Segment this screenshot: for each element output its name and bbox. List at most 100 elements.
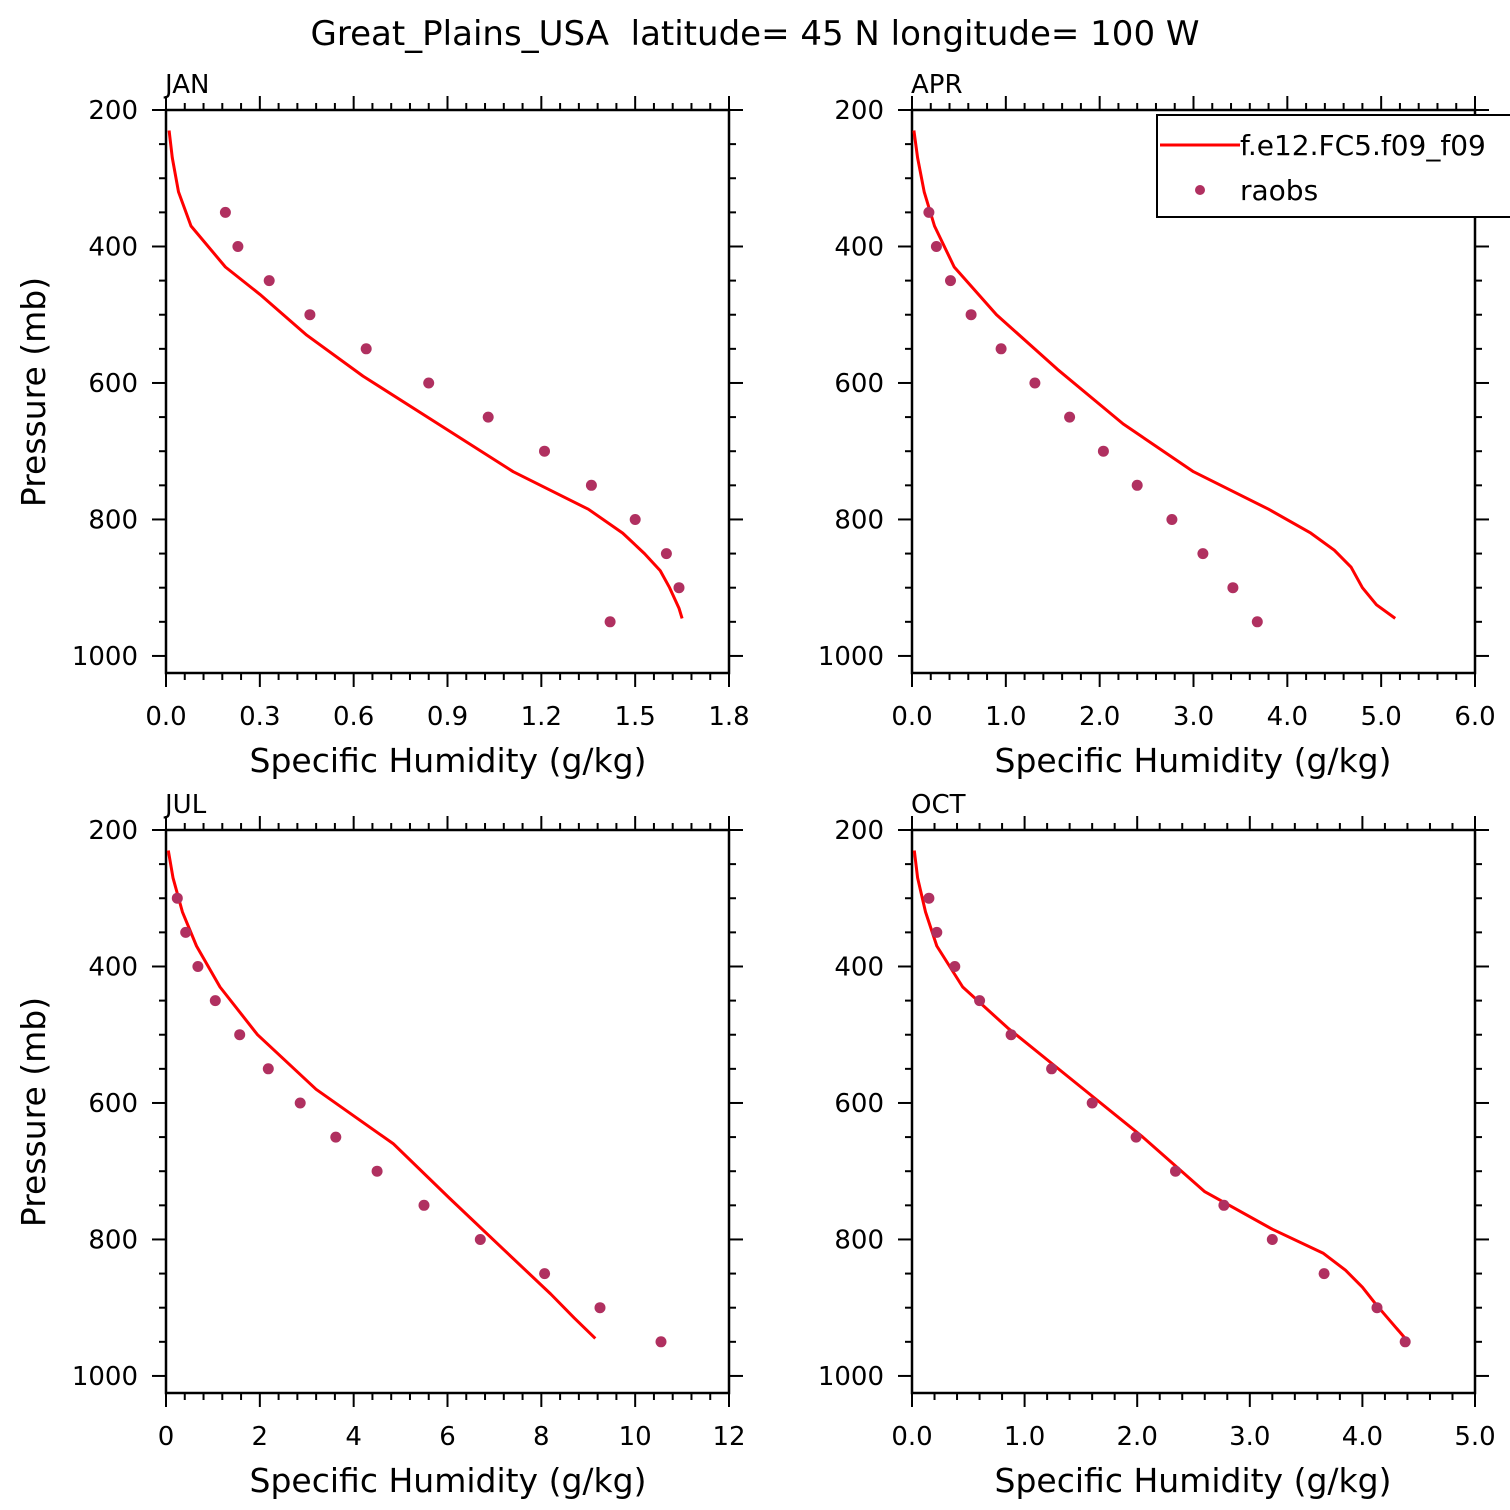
panel-oct: OCT 0.0 1.0 2.0 3.0 4.0 5.0 200 400 600 800 1000 S… <box>818 790 1496 1500</box>
panel-jul: JUL 0 2 4 6 8 10 12 200 400 600 800 1000 Specific H… <box>14 790 746 1500</box>
y-tick-label: 600 <box>88 369 138 399</box>
legend-obs-marker <box>1195 185 1205 195</box>
raobs-point <box>1218 1199 1230 1211</box>
x-tick-label: 3.0 <box>1173 702 1214 732</box>
raobs-point <box>180 926 192 938</box>
raobs-point <box>1005 1029 1017 1041</box>
raobs-point <box>655 1336 667 1348</box>
x-tick-label: 0 <box>158 1422 175 1452</box>
y-tick-label: 1000 <box>72 642 138 672</box>
x-tick-label: 0.3 <box>239 702 280 732</box>
raobs-point <box>594 1302 606 1314</box>
panel-apr: APR 0.0 1.0 2.0 3.0 4.0 5.0 6.0 200 400 600 800 100… <box>818 70 1510 780</box>
x-tick-label: 0.9 <box>427 702 468 732</box>
figure-title: Great_Plains_USA latitude= 45 N longitud… <box>311 14 1200 54</box>
y-tick-label: 1000 <box>818 642 884 672</box>
raobs-point <box>234 1029 246 1041</box>
raobs-point <box>1046 1063 1058 1075</box>
x-axis-label: Specific Humidity (g/kg) <box>995 741 1392 780</box>
raobs-point <box>294 1097 306 1109</box>
y-tick-label: 400 <box>834 952 884 982</box>
x-axis-label: Specific Humidity (g/kg) <box>250 1461 647 1500</box>
legend-obs-label: raobs <box>1240 174 1318 207</box>
panel-label: JAN <box>163 70 209 100</box>
raobs-point <box>931 926 943 938</box>
raobs-point <box>1131 479 1143 491</box>
raobs-point <box>1266 1234 1278 1245</box>
x-axis-label: Specific Humidity (g/kg) <box>995 1461 1392 1500</box>
raobs-point <box>923 892 935 904</box>
x-tick-label: 1.0 <box>985 702 1026 732</box>
x-tick-label: 0.0 <box>891 1422 932 1452</box>
panel-content: 0.0 1.0 2.0 3.0 4.0 5.0 6.0 200 400 600 800 1000 <box>818 96 1496 732</box>
model-profile-line <box>166 850 597 1340</box>
y-axis-label: Pressure (mb) <box>14 277 53 507</box>
x-tick-label: 3.0 <box>1229 1422 1270 1452</box>
y-tick-label: 200 <box>88 816 138 846</box>
raobs-point <box>423 377 435 389</box>
x-tick-label: 6 <box>439 1422 456 1452</box>
y-tick-label: 800 <box>88 1225 138 1255</box>
y-tick-label: 400 <box>88 232 138 262</box>
raobs-point <box>1318 1268 1330 1280</box>
y-axis-label: Pressure (mb) <box>14 997 53 1227</box>
raobs-point <box>418 1199 430 1211</box>
y-tick-label: 800 <box>834 1225 884 1255</box>
y-tick-label: 1000 <box>72 1362 138 1392</box>
raobs-point <box>1371 1302 1383 1314</box>
model-profile-line <box>912 850 1407 1340</box>
y-tick-label: 600 <box>834 369 884 399</box>
panel-jan: JAN 0.0 0.3 0.6 0.9 1.2 1.5 1.8 200 400 600 800 100… <box>14 70 750 780</box>
raobs-point <box>474 1234 486 1245</box>
x-tick-label: 2 <box>252 1422 269 1452</box>
x-tick-label: 1.0 <box>1004 1422 1045 1452</box>
raobs-point <box>360 343 372 355</box>
raobs-point <box>1166 514 1178 525</box>
x-tick-label: 6.0 <box>1454 702 1495 732</box>
panel-content: 0 2 4 6 8 10 12 200 400 600 800 1000 <box>72 816 746 1452</box>
x-tick-label: 8 <box>533 1422 550 1452</box>
x-axis-label: Specific Humidity (g/kg) <box>250 741 647 780</box>
x-tick-label: 10 <box>619 1422 652 1452</box>
x-tick-label: 4.0 <box>1342 1422 1383 1452</box>
raobs-point <box>330 1131 342 1143</box>
panel-content: 0.0 0.3 0.6 0.9 1.2 1.5 1.8 200 400 600 800 1000 <box>72 96 750 732</box>
x-tick-label: 2.0 <box>1079 702 1120 732</box>
raobs-point <box>965 309 977 321</box>
raobs-point <box>1399 1336 1411 1348</box>
legend-box <box>1156 114 1510 218</box>
x-tick-label: 1.2 <box>521 702 562 732</box>
x-tick-label: 0.0 <box>891 702 932 732</box>
raobs-point <box>1130 1131 1142 1143</box>
raobs-point <box>923 206 935 218</box>
panel-label: APR <box>911 70 963 100</box>
raobs-point <box>482 411 494 423</box>
x-tick-label: 12 <box>712 1422 745 1452</box>
plot-frame <box>164 108 731 675</box>
raobs-point <box>1097 445 1109 457</box>
x-tick-label: 1.8 <box>708 702 749 732</box>
y-tick-label: 400 <box>88 952 138 982</box>
raobs-point <box>539 445 550 457</box>
plot-frame <box>164 828 731 1395</box>
legend-model-label: f.e12.FC5.f09_f09 <box>1240 129 1486 162</box>
y-tick-label: 600 <box>88 1089 138 1119</box>
x-tick-label: 5.0 <box>1454 1422 1495 1452</box>
x-tick-label: 4.0 <box>1267 702 1308 732</box>
raobs-point <box>995 343 1007 355</box>
raobs-point <box>585 479 597 491</box>
raobs-point <box>949 961 961 972</box>
y-tick-label: 400 <box>834 232 884 262</box>
raobs-point <box>1227 582 1239 594</box>
raobs-point <box>974 995 986 1007</box>
raobs-point <box>1251 616 1263 628</box>
model-profile-line <box>167 130 684 619</box>
raobs-point <box>673 582 685 594</box>
y-tick-label: 1000 <box>818 1362 884 1392</box>
legend: f.e12.FC5.f09_f09 raobs <box>1156 114 1510 218</box>
raobs-point <box>209 995 221 1007</box>
raobs-point <box>262 1063 274 1075</box>
raobs-point <box>371 1165 383 1177</box>
raobs-point <box>539 1268 551 1280</box>
panel-content: 0.0 1.0 2.0 3.0 4.0 5.0 200 400 600 800 1000 <box>818 816 1496 1452</box>
